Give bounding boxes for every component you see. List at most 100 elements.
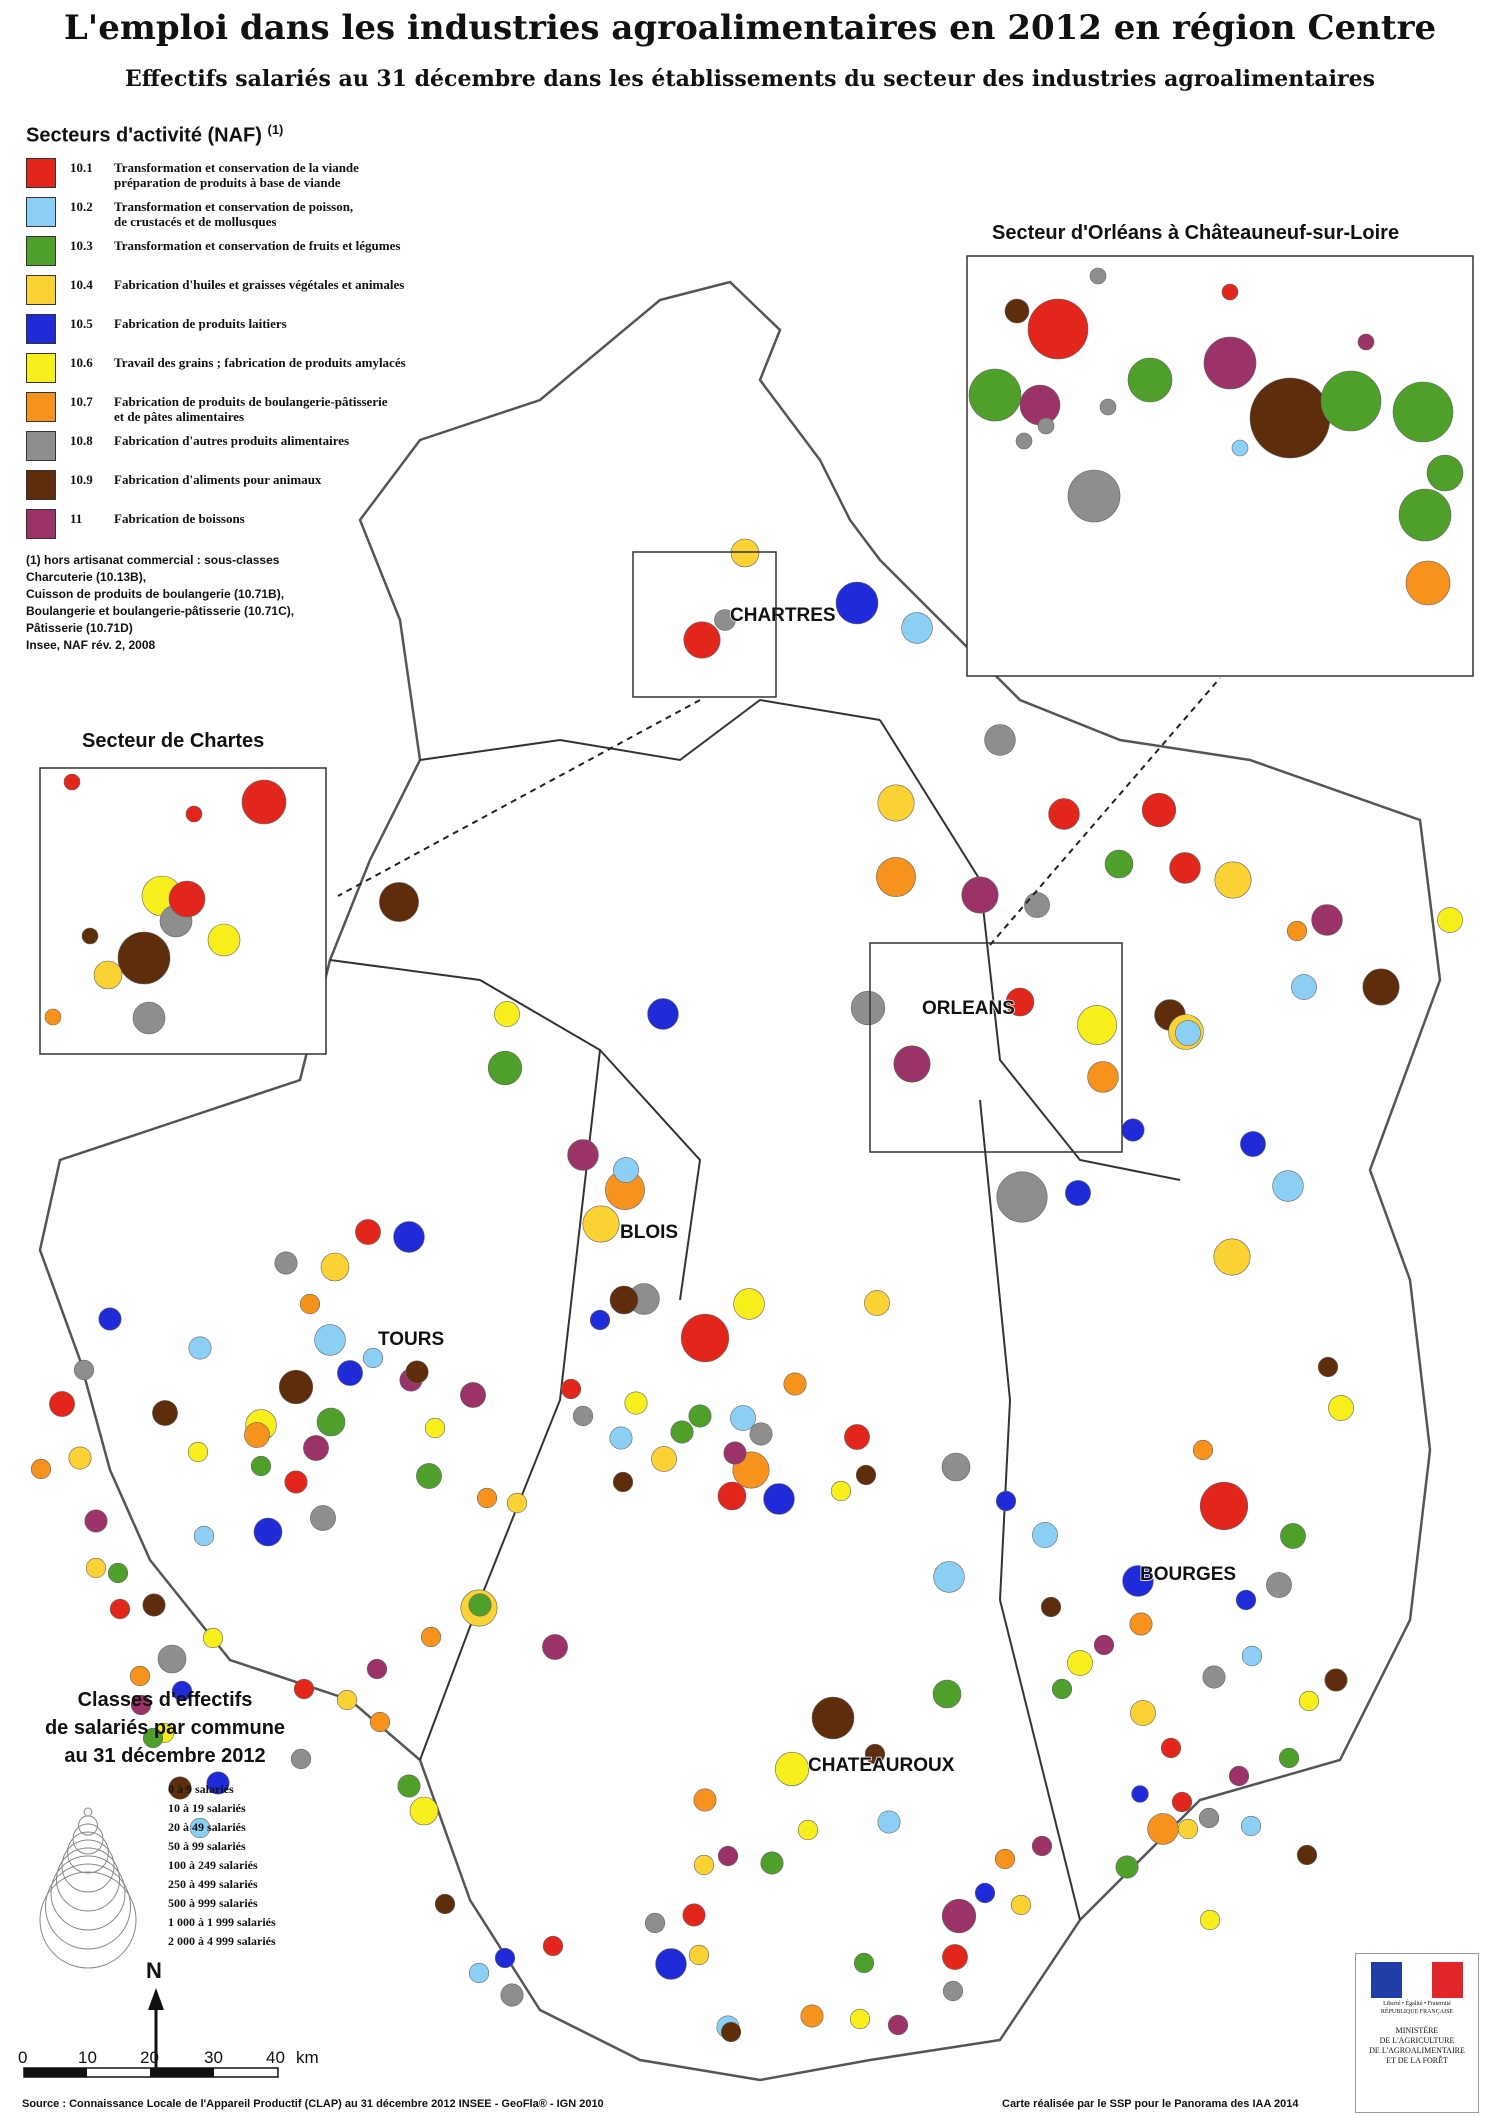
employment-marker (397, 1774, 421, 1798)
employment-marker (644, 1912, 666, 1934)
employment-marker (887, 2014, 909, 2036)
employment-marker (1202, 1665, 1226, 1689)
inset-employment-marker (93, 960, 123, 990)
scale-tick: 10 (78, 2048, 97, 2067)
employment-marker (1129, 1612, 1153, 1636)
employment-marker (800, 2004, 824, 2028)
employment-marker (1241, 1645, 1263, 1667)
employment-marker (1266, 1572, 1292, 1598)
sector-legend: Secteurs d'activité (NAF) (1) 10.1 Transf… (26, 122, 496, 654)
employment-marker (424, 1417, 446, 1439)
size-class-label: 250 à 499 salariés (168, 1877, 258, 1891)
employment-marker (994, 1848, 1016, 1870)
employment-marker (250, 1455, 272, 1477)
employment-marker (941, 1452, 971, 1482)
employment-marker (1169, 852, 1201, 884)
employment-marker (624, 1391, 648, 1415)
sector-code: 10.2 (70, 198, 93, 214)
inset-frames (39, 255, 1474, 1153)
sector-swatch (26, 235, 56, 266)
employment-marker (1235, 1589, 1257, 1611)
employment-marker (680, 1313, 730, 1363)
chartres-inset-title: Secteur de Chartes (82, 730, 265, 752)
employment-marker (84, 1509, 108, 1533)
sector-code: 10.8 (70, 432, 93, 448)
city-label-bourges: BOURGES (1140, 1564, 1236, 1585)
inset-employment-marker (63, 773, 81, 791)
employment-marker (961, 876, 999, 914)
employment-marker (609, 1426, 633, 1450)
size-class-label: 500 à 999 salariés (168, 1896, 258, 1910)
sector-code: 10.4 (70, 276, 93, 292)
employment-marker (1298, 1690, 1320, 1712)
employment-marker (293, 1678, 315, 1700)
employment-marker (168, 1776, 192, 1800)
employment-marker (1175, 1020, 1201, 1046)
employment-marker (670, 1420, 694, 1444)
employment-marker (129, 1665, 151, 1687)
inset-employment-marker (1015, 432, 1033, 450)
employment-marker (560, 1378, 582, 1400)
inset-employment-marker (207, 923, 241, 957)
inset-employment-marker (1027, 298, 1089, 360)
size-legend-title: Classes d'effectifs de salariés par comm… (44, 1689, 286, 1767)
size-class-label: 100 à 249 salariés (168, 1858, 258, 1872)
sector-list: 10.1 Transformation et conservation de la… (26, 157, 496, 548)
employment-marker (409, 1796, 439, 1826)
sector-label: Fabrication de boissons (114, 510, 245, 526)
employment-marker (416, 1463, 442, 1489)
sector-legend-item: 10.5 Fabrication de produits laitiers (26, 313, 496, 353)
orleans-zoom-box (869, 942, 1123, 1153)
employment-marker (68, 1446, 92, 1470)
size-class-circle (78, 1815, 98, 1836)
employment-marker (336, 1689, 358, 1711)
employment-marker (379, 882, 419, 922)
employment-marker (30, 1458, 52, 1480)
size-class-circle (39, 1871, 137, 1969)
sector-legend-item: 10.1 Transformation et conservation de la… (26, 157, 496, 197)
employment-marker (1228, 1765, 1250, 1787)
chartres-arrow (337, 699, 701, 897)
employment-marker (1437, 907, 1463, 933)
employment-marker (1272, 1170, 1304, 1202)
republic-flag-icon (1371, 1962, 1464, 1998)
employment-marker (188, 1336, 212, 1360)
employment-marker (717, 1481, 747, 1511)
employment-marker (1280, 1523, 1306, 1549)
employment-marker (688, 1404, 712, 1428)
employment-marker (730, 1405, 756, 1431)
employment-marker (763, 1483, 795, 1515)
employment-marker (157, 1644, 187, 1674)
employment-marker (1240, 1815, 1262, 1837)
size-class-label: 0 à 9 salariés (168, 1782, 234, 1796)
north-arrow (148, 1988, 164, 2068)
map-title: L'emploi dans les industries agroaliment… (63, 8, 1437, 48)
employment-marker (683, 621, 721, 659)
employment-marker (609, 1285, 639, 1315)
inset-employment-marker (44, 1008, 62, 1026)
legend-footnote: (1) hors artisanat commercial : sous-cla… (26, 552, 295, 652)
employment-marker (567, 1139, 599, 1171)
employment-marker (310, 1505, 336, 1531)
employment-marker (152, 1400, 178, 1426)
city-labels: CHARTRES ORLEANS BLOIS TOURS BOURGES CHA… (377, 604, 1237, 1777)
city-label-orleans: ORLEANS (922, 998, 1015, 1019)
sector-label: Fabrication de produits de boulangerie-p… (114, 393, 388, 424)
employment-marker (193, 1525, 215, 1547)
employment-marker (995, 1490, 1017, 1512)
sector-label: Transformation et conservation de la via… (114, 159, 359, 190)
sector-code: 10.9 (70, 471, 93, 487)
employment-marker (572, 1405, 594, 1427)
sector-swatch (26, 391, 56, 422)
employment-marker (405, 1360, 429, 1384)
employment-marker (1291, 974, 1317, 1000)
scale-tick: 40 (266, 2048, 285, 2067)
employment-marker (85, 1557, 107, 1579)
inset-employment-marker (1231, 439, 1249, 457)
employment-marker (864, 1290, 890, 1316)
employment-marker (369, 1711, 391, 1733)
employment-marker (1199, 1481, 1249, 1531)
employment-marker (749, 1422, 773, 1446)
employment-marker (98, 1307, 122, 1331)
sector-label: Transformation et conservation de fruits… (114, 237, 401, 253)
